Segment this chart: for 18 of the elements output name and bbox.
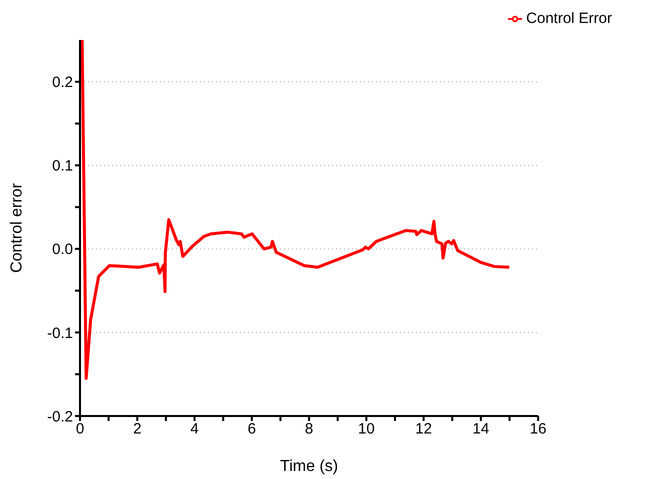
x-tick-label: 14 [472, 420, 490, 438]
legend-label: Control Error [526, 10, 612, 27]
x-tick-label: 4 [190, 420, 199, 438]
y-tick-label: 0.1 [52, 158, 73, 175]
x-tick-label: 16 [530, 420, 546, 438]
x-tick-label: 6 [248, 420, 256, 438]
x-tick-label: 10 [358, 420, 375, 438]
x-tick-label: 12 [415, 420, 432, 438]
x-tick-label: 0 [76, 420, 84, 438]
y-axis-title: Control error [8, 182, 26, 273]
line-series [80, 40, 511, 380]
y-tick-label: 0.2 [52, 74, 73, 92]
x-axis-title: Time (s) [280, 458, 338, 475]
y-tick-label: 0.0 [52, 241, 73, 258]
y-tick-label: -0.2 [47, 408, 73, 426]
x-tick-label: 2 [133, 420, 142, 438]
x-tick-label: 8 [304, 420, 314, 438]
y-tick-label: -0.1 [47, 324, 73, 342]
